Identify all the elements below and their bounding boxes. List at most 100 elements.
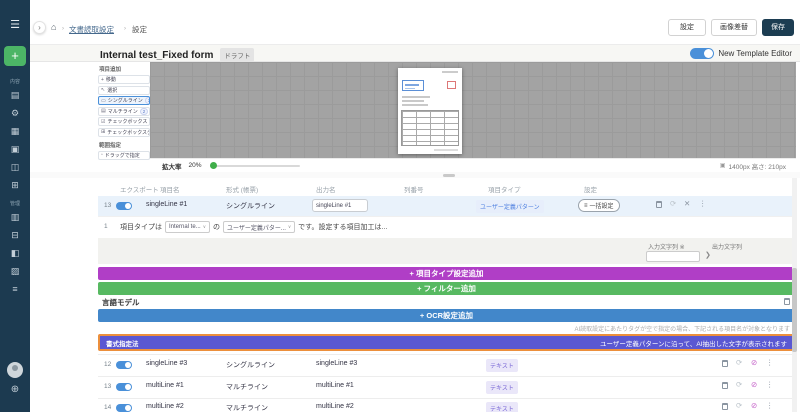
- trash-icon[interactable]: [656, 201, 662, 208]
- nav-columns-icon[interactable]: ◫: [10, 162, 20, 172]
- sidebar-expand-button[interactable]: ›: [33, 21, 46, 34]
- table-row[interactable]: [98, 376, 795, 398]
- tool-drag-range[interactable]: ▫ ドラッグで指定: [98, 150, 150, 160]
- settings-button[interactable]: 設定: [668, 19, 706, 36]
- refresh-icon[interactable]: ⟳: [736, 380, 743, 389]
- user-avatar[interactable]: [7, 362, 23, 378]
- range-icon: ▫: [101, 152, 103, 158]
- col-header-format: 形式 (帳票): [226, 187, 259, 194]
- table-row-selected[interactable]: [98, 196, 795, 216]
- tool-single-line[interactable]: ▭ シングルライン 3: [98, 96, 150, 105]
- tool-multi-line[interactable]: ▤ マルチライン 2: [98, 106, 150, 116]
- output-name: multiLine #1: [316, 382, 354, 389]
- nav-half-icon[interactable]: ◧: [10, 248, 20, 258]
- field-name: multiLine #2: [146, 403, 184, 410]
- cursor-icon: ↖: [101, 87, 106, 93]
- table-row[interactable]: [98, 398, 795, 412]
- refresh-icon[interactable]: ⟳: [736, 358, 743, 367]
- format-spec-highlight-row[interactable]: 書式指定法 ユーザー定義パターンに沿って、AI抽出した文字が表示されます: [98, 334, 795, 351]
- trash-icon[interactable]: [784, 298, 790, 305]
- tool-select[interactable]: ↖ 選択: [98, 85, 150, 95]
- doc-text-line: [402, 104, 428, 106]
- pattern-dropdown[interactable]: ユーザー定義パター... ∨: [222, 221, 296, 233]
- horizontal-scrollbar[interactable]: [443, 173, 455, 177]
- refresh-icon[interactable]: ⟳: [736, 401, 743, 410]
- nav-grid-icon[interactable]: ▦: [10, 126, 20, 136]
- batch-label: 一括設定: [589, 204, 614, 210]
- export-toggle[interactable]: [116, 404, 132, 412]
- menu-icon[interactable]: ☰: [10, 19, 20, 31]
- col-header-output: 出力名: [316, 187, 336, 194]
- add-ocr-button[interactable]: + OCR設定追加: [98, 309, 795, 322]
- document-canvas[interactable]: [150, 62, 796, 158]
- nav-gear-icon[interactable]: ⚙: [10, 108, 20, 118]
- trash-icon[interactable]: [722, 403, 728, 410]
- drag-handle-icon[interactable]: ⋮: [699, 199, 707, 208]
- tool-move[interactable]: + 移動: [98, 75, 150, 84]
- pattern-badge[interactable]: ユーザー定義パターン: [476, 200, 544, 213]
- note-number: 1: [104, 223, 108, 230]
- input-string-label: 入力文字列 ※: [648, 245, 685, 251]
- new-template-editor-label: New Template Editor: [718, 49, 792, 58]
- batch-settings-button[interactable]: ≡ 一括設定: [578, 199, 620, 212]
- nav-list-icon[interactable]: ▥: [10, 212, 20, 222]
- nav-hatch-icon[interactable]: ▨: [10, 266, 20, 276]
- breadcrumb-link[interactable]: 文書読取設定: [69, 24, 114, 35]
- export-toggle[interactable]: [116, 202, 132, 210]
- export-toggle[interactable]: [116, 383, 132, 391]
- drag-handle-icon[interactable]: ⋮: [766, 358, 774, 367]
- tool-checkbox[interactable]: ☑ チェックボックス 3: [98, 117, 150, 126]
- row-number: 14: [104, 404, 112, 411]
- refresh-icon[interactable]: ⟳: [670, 199, 677, 208]
- output-name-input[interactable]: singleLine #1: [312, 199, 368, 212]
- breadcrumb-separator: ›: [124, 26, 126, 32]
- add-item-type-button[interactable]: + 項目タイプ設定追加: [98, 267, 795, 280]
- note-mid: の: [212, 224, 220, 231]
- nav-lines-icon[interactable]: ≡: [12, 284, 18, 294]
- input-string-field[interactable]: [646, 251, 700, 262]
- drag-handle-icon[interactable]: ⋮: [766, 380, 774, 389]
- field-format: マルチライン: [226, 405, 268, 412]
- close-icon[interactable]: ✕: [684, 199, 691, 208]
- zoom-slider[interactable]: [209, 162, 300, 169]
- replace-image-button[interactable]: 画像差替: [711, 19, 757, 36]
- breadcrumb-current: 設定: [132, 25, 147, 34]
- zoom-slider-thumb[interactable]: [209, 162, 217, 169]
- template-dropdown[interactable]: Internal te... ∨: [165, 221, 210, 233]
- add-button[interactable]: +: [4, 46, 26, 66]
- breadcrumb-link-text[interactable]: 文書読取設定: [69, 25, 114, 34]
- tool-checkbox-group[interactable]: ⊞ チェックボックスグループ 4: [98, 127, 150, 137]
- trash-icon[interactable]: [722, 360, 728, 367]
- output-name: multiLine #2: [316, 403, 354, 410]
- field-name: singleLine #1: [146, 201, 188, 208]
- save-button[interactable]: 保存: [762, 19, 794, 36]
- nav-table-icon[interactable]: ⊞: [11, 180, 19, 190]
- nav-minusbox-icon[interactable]: ⊟: [11, 230, 19, 240]
- add-filter-button[interactable]: + フィルター追加: [98, 282, 795, 295]
- col-header-settings: 設定: [584, 187, 597, 194]
- trash-icon[interactable]: [722, 382, 728, 389]
- disable-icon[interactable]: ⊘: [751, 401, 758, 410]
- doc-text-line: [402, 100, 424, 102]
- nav-doc-icon[interactable]: ▤: [10, 90, 20, 100]
- col-header-export: エクスポート: [120, 187, 159, 194]
- chevron-down-icon: ∨: [287, 224, 292, 229]
- format-spec-label: 書式指定法: [106, 340, 139, 348]
- draft-badge: ドラフト: [220, 48, 255, 62]
- document-preview[interactable]: [398, 68, 462, 154]
- tool-label: 移動: [105, 77, 116, 83]
- home-icon[interactable]: ⌂: [51, 22, 57, 32]
- language-globe-icon[interactable]: ⊕: [10, 384, 20, 395]
- disable-icon[interactable]: ⊘: [751, 358, 758, 367]
- nav-box-icon[interactable]: ▣: [10, 144, 20, 154]
- multi-line-icon: ▤: [101, 108, 106, 114]
- disable-icon[interactable]: ⊘: [751, 380, 758, 389]
- export-toggle[interactable]: [116, 361, 132, 369]
- note-suffix: です。設定する項目加工は...: [298, 224, 388, 231]
- new-template-editor-toggle[interactable]: [690, 48, 715, 59]
- string-conversion-panel: 入力文字列 ※ 出力文字列 ❯: [98, 238, 795, 264]
- divider-strip: [30, 172, 800, 178]
- table-row[interactable]: [98, 354, 795, 376]
- drag-handle-icon[interactable]: ⋮: [766, 401, 774, 410]
- vertical-scrollbar-thumb[interactable]: [792, 268, 797, 352]
